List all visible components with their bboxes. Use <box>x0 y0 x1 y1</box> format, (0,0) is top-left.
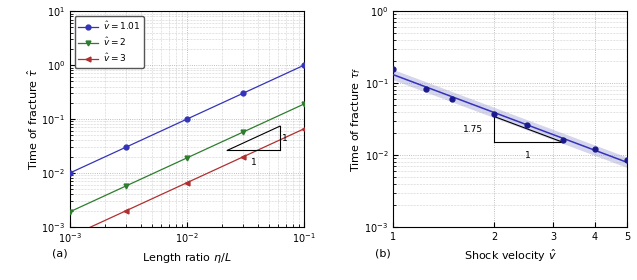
Text: 1.75: 1.75 <box>464 125 483 134</box>
Text: (b): (b) <box>375 249 391 259</box>
Text: (a): (a) <box>52 249 68 259</box>
Text: 1: 1 <box>526 151 531 160</box>
Text: 1: 1 <box>251 158 257 167</box>
X-axis label: Shock velocity $\hat{v}$: Shock velocity $\hat{v}$ <box>464 247 557 263</box>
X-axis label: Length ratio $\eta/L$: Length ratio $\eta/L$ <box>142 251 232 265</box>
Y-axis label: Time of fracture $\hat{\tau}$: Time of fracture $\hat{\tau}$ <box>25 68 40 170</box>
Y-axis label: Time of fracture $\tau_f$: Time of fracture $\tau_f$ <box>349 66 363 172</box>
Text: 1: 1 <box>282 134 288 143</box>
Legend: $\hat{v} = 1.01$, $\hat{v} = 2$, $\hat{v} = 3$: $\hat{v} = 1.01$, $\hat{v} = 2$, $\hat{v… <box>75 16 144 68</box>
